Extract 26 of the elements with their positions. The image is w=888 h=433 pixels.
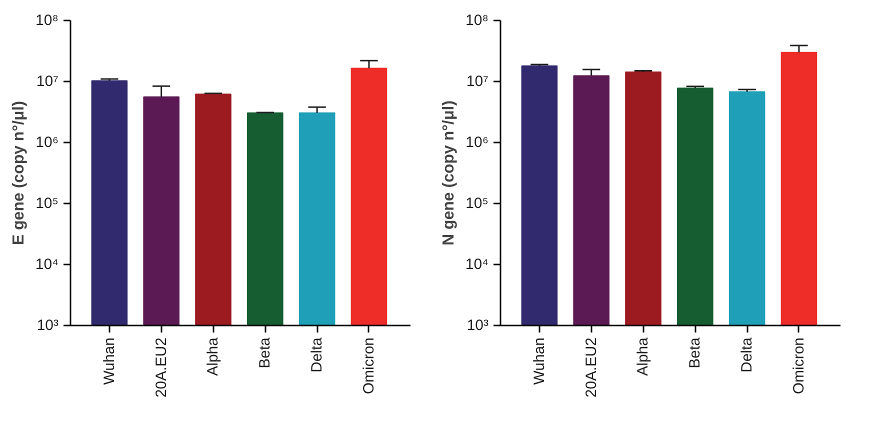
y-axis-title: N gene (copy n°/μl) bbox=[440, 100, 458, 246]
y-tick-label: 10⁸ bbox=[465, 12, 489, 29]
y-tick-label: 10⁴ bbox=[465, 256, 489, 273]
y-tick-label: 10⁶ bbox=[36, 134, 58, 151]
x-tick-label: Delta bbox=[738, 336, 756, 373]
y-tick-label: 10⁵ bbox=[36, 195, 59, 212]
x-tick-label: 20A.EU2 bbox=[152, 337, 170, 398]
y-tick-label: 10⁵ bbox=[466, 195, 489, 212]
x-tick-label: Wuhan bbox=[100, 337, 118, 385]
x-tick-label: Alpha bbox=[634, 336, 652, 376]
x-tick-label: Omicron bbox=[790, 337, 808, 394]
y-tick-label: 10⁴ bbox=[35, 256, 59, 273]
x-tick-label: Wuhan bbox=[530, 337, 548, 385]
x-tick-label: Omicron bbox=[360, 337, 378, 394]
y-tick-label: 10³ bbox=[466, 317, 489, 334]
y-tick-label: 10⁶ bbox=[466, 134, 488, 151]
y-tick-label: 10³ bbox=[36, 317, 59, 334]
x-tick-label: Beta bbox=[686, 336, 704, 368]
y-tick-label: 10⁸ bbox=[35, 12, 59, 29]
y-axis-title: E gene (copy n°/μl) bbox=[10, 100, 28, 246]
x-tick-label: 20A.EU2 bbox=[582, 337, 600, 398]
x-tick-label: Alpha bbox=[204, 336, 222, 376]
x-tick-label: Beta bbox=[256, 336, 274, 368]
y-tick-label: 10⁷ bbox=[36, 73, 59, 90]
y-tick-label: 10⁷ bbox=[466, 73, 489, 90]
x-tick-label: Delta bbox=[308, 336, 326, 373]
